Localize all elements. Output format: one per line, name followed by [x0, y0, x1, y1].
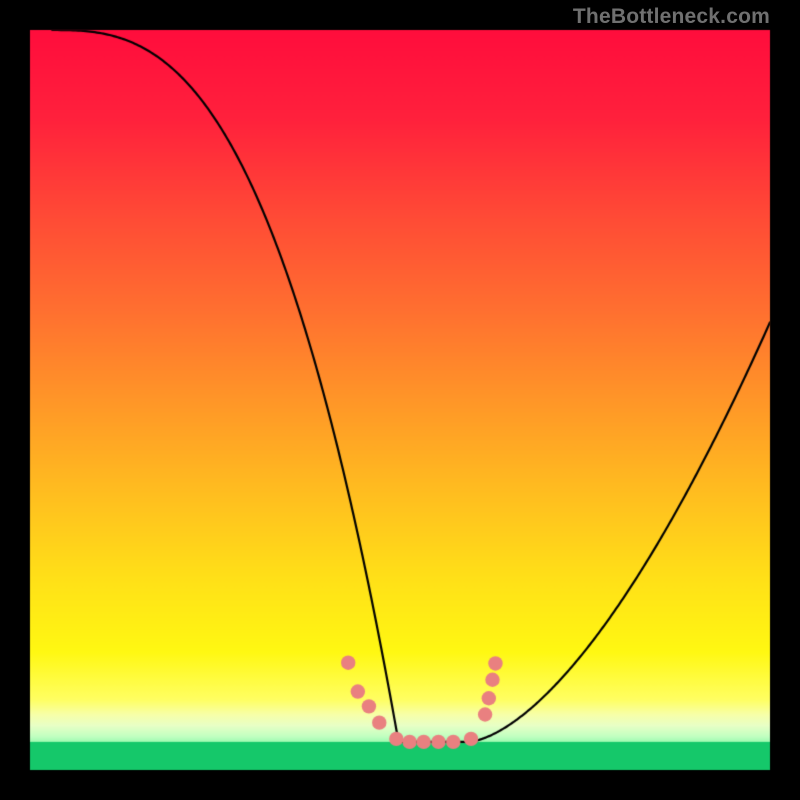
- valley-dots: [0, 0, 800, 800]
- chart-stage: TheBottleneck.com: [0, 0, 800, 800]
- watermark-label: TheBottleneck.com: [573, 5, 770, 29]
